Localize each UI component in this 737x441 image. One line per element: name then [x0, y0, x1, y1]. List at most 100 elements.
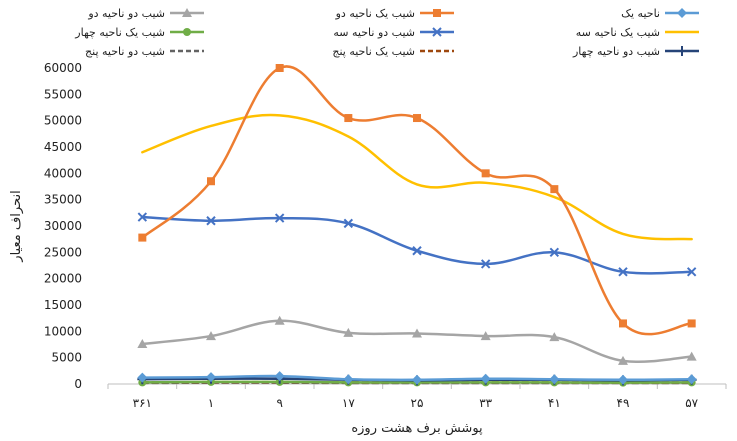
x-tick-label: ۹ — [276, 396, 282, 410]
data-point — [274, 315, 285, 325]
data-point — [686, 374, 697, 385]
y-tick-label: 60000 — [44, 61, 82, 75]
y-tick-label: 50000 — [44, 114, 82, 128]
legend-item: شیب یک ناحیه چهار — [75, 25, 205, 39]
legend-marker — [432, 27, 442, 37]
data-point — [206, 372, 216, 383]
data-point — [206, 216, 216, 226]
data-point — [343, 218, 354, 229]
legend-label: شیب دو ناحیه چهار — [572, 44, 660, 58]
data-point — [344, 114, 353, 123]
y-tick-label: 35000 — [44, 193, 82, 207]
legend-item: شیب یک ناحیه سه — [576, 25, 700, 39]
series-line — [141, 319, 693, 364]
legend-swatch — [419, 25, 455, 39]
legend-label: شیب یک ناحیه سه — [575, 25, 660, 39]
legend-item: شیب دو ناحیه چهار — [573, 44, 700, 58]
series-line — [141, 215, 693, 275]
data-point — [618, 374, 628, 385]
series-1 — [137, 371, 697, 385]
legend-label: شیب دو ناحیه دو — [88, 6, 165, 20]
data-point — [618, 267, 628, 277]
legend-item: شیب دو ناحیه پنج — [85, 44, 205, 58]
legend-item: شیب دو ناحیه دو — [88, 6, 205, 20]
legend-label: شیب دو ناحیه سه — [333, 25, 415, 39]
y-tick-label: 45000 — [44, 140, 82, 154]
data-point — [412, 328, 422, 338]
data-point — [619, 319, 627, 328]
series-line — [141, 65, 693, 336]
data-point — [480, 259, 491, 269]
data-point — [274, 213, 285, 223]
x-tick-label: ۲۵ — [411, 396, 424, 410]
x-tick-label: ۴۹ — [617, 396, 630, 410]
legend-swatch — [664, 25, 700, 39]
legend-swatch — [664, 44, 700, 58]
data-point — [687, 319, 696, 328]
series-layer — [137, 64, 697, 387]
data-point — [275, 64, 284, 72]
x-tick-label: ۴۱ — [548, 396, 561, 410]
y-tick-label: 25000 — [44, 245, 82, 259]
data-point — [618, 355, 628, 365]
y-tick-label: 40000 — [44, 166, 82, 180]
legend-label: شیب یک ناحیه چهار — [75, 25, 165, 39]
data-point — [480, 373, 491, 384]
legend-label: شیب یک ناحیه دو — [335, 6, 415, 20]
data-point — [206, 331, 216, 341]
data-point — [686, 351, 697, 361]
data-point — [412, 246, 422, 256]
legend-label: شیب دو ناحیه پنج — [85, 44, 165, 58]
legend-swatch — [169, 44, 205, 58]
x-tick-label: ۱ — [208, 396, 214, 410]
data-point — [549, 247, 560, 258]
data-point — [412, 374, 422, 385]
data-point — [549, 374, 560, 385]
data-point — [549, 332, 560, 342]
data-point — [481, 169, 490, 178]
legend-item: شیب یک ناحیه دو — [336, 6, 455, 20]
series-3 — [137, 315, 697, 365]
data-point — [137, 212, 148, 222]
legend-item: ناحیه یک — [621, 6, 700, 20]
series-4 — [141, 113, 693, 241]
legend-swatch — [419, 44, 455, 58]
x-axis-ticks: ۳۶۱ ۱ ۹ ۱۷ ۲۵ ۳۳ ۴۱ ۴۹ ۵۷ — [107, 384, 727, 410]
legend-swatch — [169, 6, 205, 20]
legend-marker — [183, 28, 191, 36]
legend-item: شیب دو ناحیه سه — [333, 25, 455, 39]
data-point — [138, 233, 147, 242]
legend-marker — [677, 46, 687, 56]
legend-marker — [182, 8, 192, 17]
y-tick-label: 55000 — [44, 87, 82, 101]
legend-marker — [677, 8, 687, 18]
y-tick-label: 20000 — [44, 272, 82, 286]
data-point — [137, 338, 148, 348]
x-tick-label: ۳۳ — [479, 396, 492, 410]
data-point — [550, 185, 559, 194]
y-tick-label: 5000 — [51, 351, 82, 365]
legend-swatch — [169, 25, 205, 39]
x-tick-label: ۱۷ — [342, 396, 355, 410]
y-tick-label: 10000 — [44, 324, 82, 338]
x-axis-title: پوشش برف هشت روزه — [351, 421, 483, 436]
data-point — [480, 331, 491, 341]
series-2 — [138, 64, 696, 336]
data-point — [343, 374, 354, 385]
data-point — [413, 114, 421, 123]
series-line — [141, 113, 693, 241]
legend-marker — [433, 9, 441, 17]
legend-label: شیب یک ناحیه پنج — [332, 44, 415, 58]
y-axis-title: انحراف معیار — [9, 190, 24, 262]
y-tick-label: 30000 — [44, 219, 82, 233]
data-point — [343, 327, 354, 337]
data-point — [137, 372, 148, 383]
y-axis-ticks: 0 5000 10000 15000 20000 25000 30000 35000 40000… — [44, 61, 82, 391]
x-tick-label: ۵۷ — [685, 396, 698, 410]
y-tick-label: 0 — [74, 377, 82, 391]
data-point — [686, 267, 697, 277]
legend-swatch — [419, 6, 455, 20]
legend-label: ناحیه یک — [621, 6, 660, 20]
data-point — [274, 371, 285, 382]
